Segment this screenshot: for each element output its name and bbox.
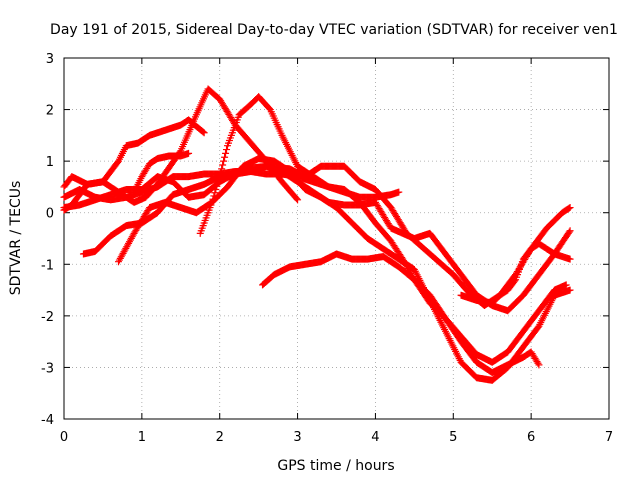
data-point (395, 188, 403, 196)
x-axis-label: GPS time / hours (277, 458, 394, 474)
grid (64, 58, 609, 419)
data-point (535, 361, 543, 369)
y-tick-label: 0 (46, 207, 54, 222)
data-point (294, 196, 302, 204)
data-point (222, 149, 230, 157)
series-arc-5 (115, 155, 574, 384)
data-point (293, 195, 301, 203)
series-arc-7 (196, 93, 570, 366)
y-tick-label: -1 (41, 258, 54, 273)
plot-frame (63, 57, 610, 420)
x-tick-label: 1 (138, 430, 146, 445)
y-axis-ticks: -4 -3 -2 -1 0 1 2 3 (41, 52, 609, 428)
data-point (566, 227, 574, 235)
chart-title: Day 191 of 2015, Sidereal Day-to-day VTE… (50, 22, 618, 38)
data-point (565, 228, 573, 236)
x-axis-ticks: 0 1 2 3 4 5 6 7 (60, 58, 613, 445)
data-point (212, 186, 220, 194)
data-point (223, 146, 231, 154)
y-tick-label: -4 (41, 413, 54, 428)
series-arc-10 (457, 240, 574, 307)
data-point (185, 149, 193, 157)
series-arc-9 (60, 167, 403, 204)
data-point (211, 189, 219, 197)
data-point (566, 255, 574, 263)
x-tick-label: 5 (449, 430, 457, 445)
data-point (220, 157, 228, 165)
data-point (511, 277, 519, 285)
data-point (221, 153, 229, 161)
y-tick-label: -2 (41, 310, 54, 325)
x-tick-label: 7 (605, 430, 613, 445)
data-point (534, 359, 542, 367)
data-point (562, 281, 570, 289)
data-point (208, 198, 216, 206)
y-tick-label: 3 (46, 52, 54, 67)
data-point (214, 179, 222, 187)
x-tick-label: 6 (527, 430, 535, 445)
y-tick-label: 2 (46, 104, 54, 119)
data-point (200, 129, 208, 137)
data-point (213, 182, 221, 190)
data-point (209, 195, 217, 203)
series-arc-8 (259, 250, 543, 377)
y-axis-label: SDTVAR / TECUs (8, 181, 24, 296)
x-tick-label: 4 (371, 430, 379, 445)
data-point (199, 128, 207, 136)
y-tick-label: 1 (46, 155, 54, 170)
y-tick-label: -3 (41, 361, 54, 376)
series-arc-6 (130, 149, 193, 196)
data-point (566, 286, 574, 294)
data-point (566, 204, 574, 212)
x-tick-label: 0 (60, 430, 68, 445)
data-point (210, 192, 218, 200)
x-tick-label: 3 (293, 430, 301, 445)
x-tick-label: 2 (216, 430, 224, 445)
data-point (565, 204, 573, 212)
data-point (219, 161, 227, 169)
data-points (60, 85, 574, 384)
